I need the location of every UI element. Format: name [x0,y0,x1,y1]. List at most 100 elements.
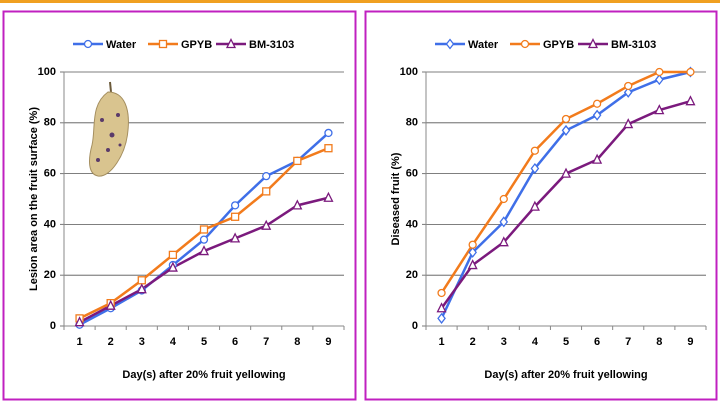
x-tick-label: 2 [470,336,476,348]
marker [324,144,333,153]
marker [436,302,447,313]
marker [623,118,634,129]
x-axis-title: Day(s) after 20% fruit yellowing [484,369,647,381]
x-tick-label: 9 [325,336,331,348]
series-line [78,196,329,324]
marker [437,288,446,298]
legend-label: Water [468,39,499,51]
y-tick-label: 0 [412,320,418,332]
y-tick-label: 0 [50,320,56,332]
marker [654,104,665,115]
marker [520,39,530,49]
marker [225,38,237,49]
x-axis-title: Day(s) after 20% fruit yellowing [122,369,285,381]
marker [168,250,178,260]
y-axis-title: Lesion area on the fruit surface (%) [28,107,40,291]
x-tick-label: 2 [108,336,114,348]
legend-label: GPYB [181,39,212,51]
y-tick-label: 40 [406,218,418,230]
marker [561,124,571,136]
marker [261,219,272,230]
y-tick-label: 60 [44,168,56,180]
marker [230,232,241,243]
marker [467,259,478,270]
marker [685,95,696,106]
marker [530,146,540,155]
marker [686,67,695,77]
marker [587,38,599,49]
x-tick-label: 6 [594,336,600,348]
x-tick-label: 5 [201,336,207,348]
marker [262,171,271,181]
y-tick-label: 20 [406,269,418,281]
x-tick-label: 1 [438,336,444,348]
y-tick-label: 80 [44,117,56,129]
marker [530,162,540,175]
marker [499,216,509,228]
x-tick-label: 1 [76,336,82,348]
panel-frame [2,10,357,401]
marker [468,246,477,258]
marker [230,201,240,210]
marker [230,212,240,221]
marker [592,99,602,108]
panel-frame [364,10,718,401]
x-tick-label: 3 [501,336,507,348]
legend-label: GPYB [543,39,574,51]
marker [136,283,147,294]
y-tick-label: 20 [44,269,56,281]
marker [561,114,571,124]
marker [199,225,209,234]
marker [445,38,455,50]
marker [623,86,633,98]
legend-label: Water [106,39,137,51]
y-tick-label: 60 [406,168,418,180]
top-rule [0,0,720,3]
marker [655,67,664,77]
x-tick-label: 6 [232,336,238,348]
legend-label: BM-3103 [611,39,656,51]
y-tick-label: 100 [400,66,418,78]
marker [655,74,664,86]
legend-label: BM-3103 [249,39,294,51]
marker [262,187,271,196]
marker [105,299,116,310]
marker [560,167,572,178]
x-tick-label: 4 [170,336,177,348]
marker [592,109,602,121]
marker [74,316,85,327]
x-tick-label: 7 [263,336,269,348]
marker [137,276,146,285]
x-tick-label: 8 [656,336,662,348]
marker [293,156,302,166]
marker [499,194,508,204]
marker [529,200,540,211]
marker [83,39,93,49]
x-tick-label: 5 [563,336,569,348]
x-tick-label: 4 [532,336,539,348]
marker [167,261,178,272]
y-tick-label: 40 [44,218,56,230]
y-axis-title: Diseased fruit (%) [390,152,402,245]
fruit-photo [89,81,129,177]
marker [624,81,633,91]
x-tick-label: 9 [687,336,693,348]
marker [323,191,334,202]
marker [198,245,210,256]
marker [199,235,209,244]
marker [592,153,603,164]
marker [324,128,333,138]
x-tick-label: 7 [625,336,631,348]
x-tick-label: 8 [294,336,300,348]
marker [292,199,303,210]
marker [498,236,509,247]
x-tick-label: 3 [139,336,145,348]
marker [437,312,446,324]
marker [468,240,477,249]
series-line [440,70,691,319]
y-tick-label: 80 [406,117,418,129]
y-tick-label: 100 [38,66,56,78]
marker [158,39,168,49]
